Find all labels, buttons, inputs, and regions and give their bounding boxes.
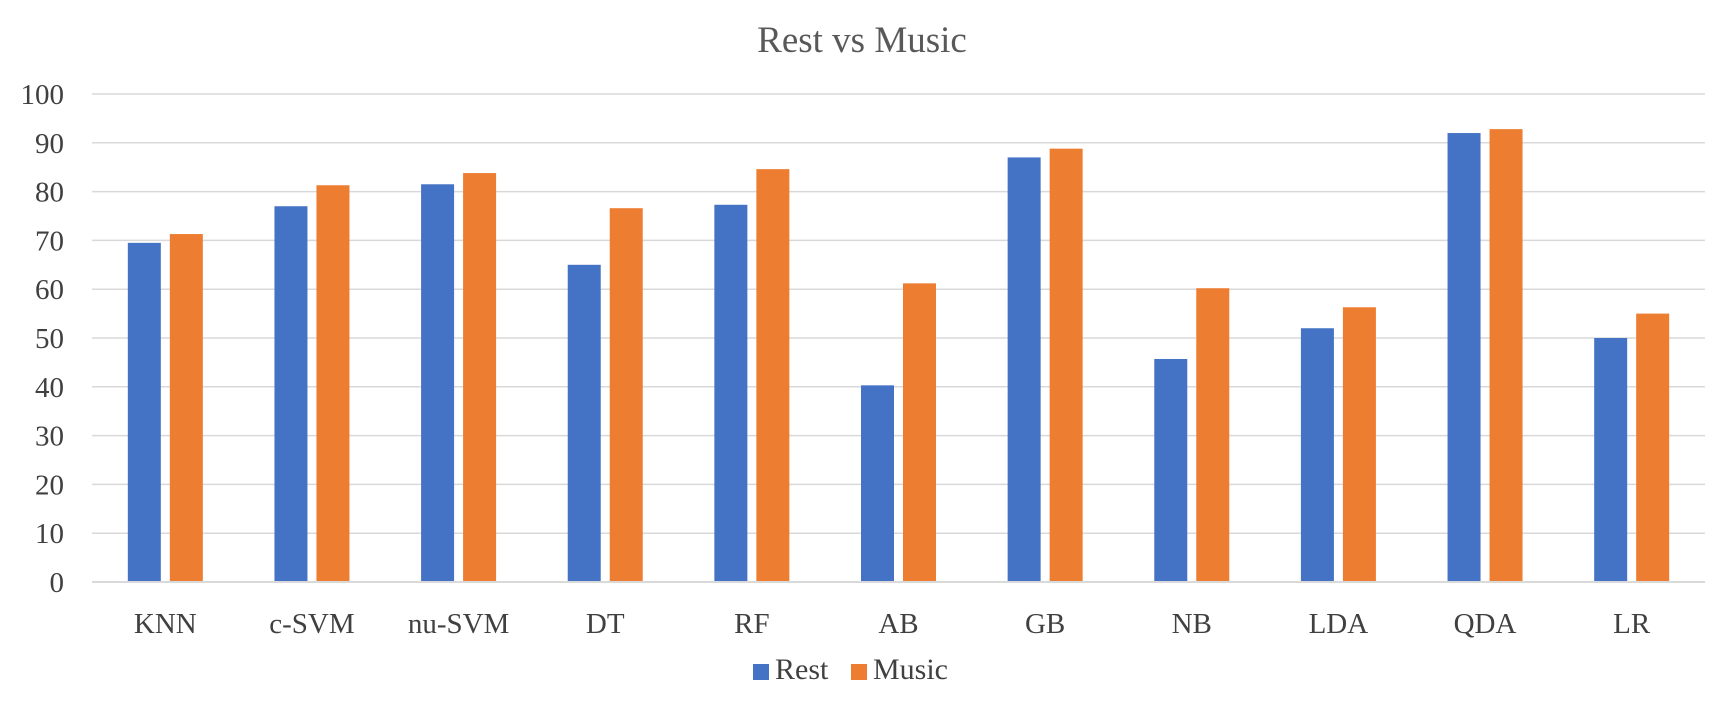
x-tick-label: LDA <box>1309 608 1369 640</box>
x-tick-label: RF <box>734 608 769 640</box>
bar-rest-rf <box>714 204 748 582</box>
x-tick-label: nu-SVM <box>408 608 510 640</box>
bar-rest-gb <box>1007 157 1041 582</box>
y-tick-label: 70 <box>35 225 64 257</box>
y-tick-label: 0 <box>50 567 65 599</box>
y-tick-label: 60 <box>35 274 64 306</box>
legend-label-music: Music <box>873 653 948 686</box>
bar-music-qda <box>1489 129 1523 583</box>
y-tick-label: 10 <box>35 518 64 550</box>
x-tick-label: NB <box>1172 608 1212 640</box>
bar-music-gb <box>1049 148 1083 582</box>
legend-swatch-music <box>851 664 867 680</box>
bar-rest-lda <box>1300 328 1334 582</box>
legend-swatch-rest <box>753 664 769 680</box>
x-tick-label: QDA <box>1454 608 1517 640</box>
bar-music-ab <box>903 283 936 582</box>
y-axis-ticks: 0 10 20 30 40 50 60 70 80 90 100 <box>21 79 65 599</box>
bar-rest-knn <box>127 242 161 582</box>
bar-music-rf <box>756 169 790 583</box>
bar-rest-dt <box>567 264 601 582</box>
x-tick-label: KNN <box>134 608 197 640</box>
x-axis-ticks: KNN c-SVM nu-SVM DT RF AB GB NB LDA QDA LR <box>134 608 1651 640</box>
y-tick-label: 20 <box>35 469 64 501</box>
chart-title: Rest vs Music <box>757 20 967 61</box>
y-tick-label: 90 <box>35 128 64 160</box>
bar-rest-qda <box>1447 133 1481 583</box>
y-tick-label: 40 <box>35 372 64 404</box>
bar-rest-nu-svm <box>421 184 455 582</box>
x-tick-label: AB <box>878 608 918 640</box>
bar-music-dt <box>609 208 643 582</box>
y-tick-label: 100 <box>21 79 65 111</box>
y-tick-label: 80 <box>35 177 64 209</box>
legend: Rest Music <box>753 653 948 686</box>
legend-label-rest: Rest <box>775 653 829 686</box>
bar-music-c-svm <box>316 185 350 583</box>
y-tick-label: 30 <box>35 421 64 453</box>
bar-rest-ab <box>861 385 894 582</box>
gridlines <box>92 93 1705 534</box>
x-tick-label: LR <box>1613 608 1651 640</box>
bar-rest-nb <box>1154 358 1188 582</box>
bar-rest-lr <box>1594 338 1628 582</box>
bar-music-lda <box>1342 307 1376 582</box>
bar-music-nb <box>1196 288 1230 582</box>
bar-music-nu-svm <box>463 173 497 582</box>
y-tick-label: 50 <box>35 323 64 355</box>
x-tick-label: DT <box>586 608 625 640</box>
x-tick-label: c-SVM <box>269 608 354 640</box>
bar-music-knn <box>169 234 203 582</box>
bars <box>127 129 1670 583</box>
x-tick-label: GB <box>1025 608 1065 640</box>
bar-music-lr <box>1636 313 1670 582</box>
bar-rest-c-svm <box>274 206 308 583</box>
